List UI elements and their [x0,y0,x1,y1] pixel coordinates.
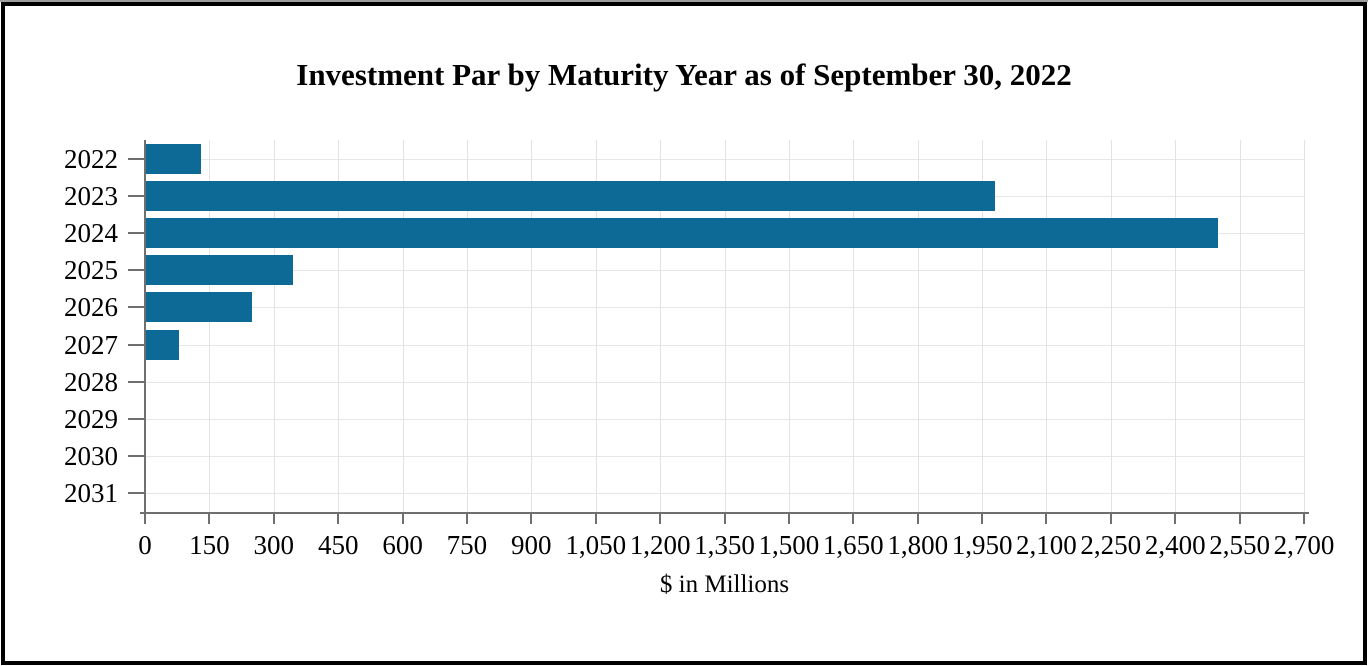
x-tick-mark [208,514,211,524]
gridline-vertical [660,140,662,512]
bar-2027 [146,329,180,360]
bar-2026 [146,292,253,323]
x-tick-label: 1,200 [629,530,691,560]
y-tick-label: 2030 [64,441,118,472]
x-tick-label: 300 [253,530,295,560]
y-tick-mark [128,157,144,160]
gridline-vertical [788,140,790,512]
gridline-vertical [273,140,275,512]
x-tick-label: 2,550 [1209,530,1270,560]
x-tick-label: 1,050 [565,530,627,560]
gridline-vertical [1239,140,1241,512]
x-tick-mark [723,514,726,524]
y-tick-mark [128,455,144,458]
x-tick-mark [272,514,275,524]
x-tick-mark [659,514,662,524]
x-tick-label: 150 [189,530,230,560]
chart-title: Investment Par by Maturity Year as of Se… [296,57,1072,92]
gridline-vertical [853,140,855,512]
y-tick-label: 2029 [64,404,118,434]
y-tick-label: 2026 [64,292,118,323]
bar-2024 [146,218,1219,248]
x-tick-label: 1,650 [822,530,884,560]
gridline-vertical [724,140,726,512]
gridline-vertical [1175,140,1177,512]
y-tick-label: 2031 [64,478,118,509]
y-tick-label: 2023 [64,180,118,211]
gridline-vertical [1046,140,1048,512]
y-axis-spine [144,140,146,522]
x-tick-mark [337,514,340,524]
bar-2025 [146,255,294,286]
gridline-vertical [982,140,984,512]
x-tick-mark [1109,514,1112,524]
x-tick-mark [1238,514,1241,524]
x-tick-mark [1045,514,1048,524]
x-tick-label: 2,100 [1016,530,1077,560]
gridline-vertical [209,140,211,512]
y-tick-mark [128,269,144,272]
y-tick-mark [128,380,144,383]
x-tick-mark [401,514,404,524]
y-tick-mark [128,306,144,309]
x-tick-label: 900 [511,530,552,560]
x-tick-mark [594,514,597,524]
y-tick-mark [128,492,144,495]
x-axis-title: $ in Millions [659,571,790,598]
y-tick-label: 2022 [64,143,118,174]
y-tick-mark [128,343,144,346]
x-tick-mark [465,514,468,524]
x-tick-label: 0 [138,530,152,560]
y-tick-label: 2025 [64,255,118,286]
gridline-vertical [595,140,597,512]
x-tick-label: 2,250 [1080,530,1142,560]
gridline-vertical [531,140,533,512]
x-tick-label: 1,500 [758,530,820,560]
x-tick-label: 1,950 [951,530,1013,560]
y-tick-mark [128,194,144,197]
y-tick-label: 2024 [64,218,118,248]
y-tick-mark [128,418,144,420]
x-axis-line [140,512,1309,514]
y-tick-label: 2028 [64,366,118,397]
x-tick-mark [530,514,533,524]
gridline-vertical [338,140,340,512]
bar-2023 [146,180,995,211]
gridline-vertical [466,140,468,512]
x-tick-mark [852,514,855,524]
x-tick-mark [1174,514,1177,524]
gridline-vertical [917,140,919,512]
x-tick-label: 1,350 [694,530,755,560]
y-tick-label: 2027 [64,329,118,360]
x-tick-mark [981,514,984,524]
x-tick-label: 600 [382,530,423,560]
x-tick-mark [1303,514,1305,524]
gridline-vertical [1304,140,1305,512]
x-tick-mark [787,514,790,524]
gridline-vertical [402,140,404,512]
x-tick-label: 1,800 [887,530,949,560]
x-tick-mark [144,514,146,524]
x-tick-label: 2,400 [1144,530,1206,560]
gridline-vertical [1110,140,1112,512]
bar-2022 [146,143,201,174]
x-tick-label: 450 [317,530,359,560]
x-tick-label: 2,700 [1273,530,1335,560]
x-tick-label: 750 [446,530,488,560]
x-tick-mark [916,514,919,524]
top-hairline [0,0,1368,2]
y-tick-mark [128,232,144,234]
